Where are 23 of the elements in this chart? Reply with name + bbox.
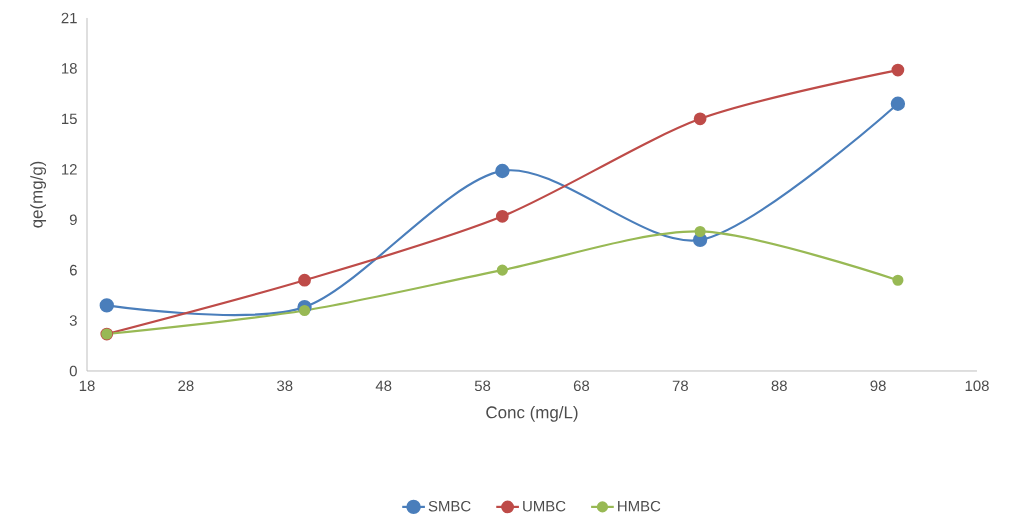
y-tick-label: 3: [69, 315, 77, 326]
legend-label: SMBC: [428, 500, 471, 512]
x-axis-title: Conc (mg/L): [486, 405, 578, 422]
x-tick-label: 18: [79, 380, 95, 392]
x-tick-label: 98: [870, 380, 886, 392]
x-tick-label: 28: [178, 380, 194, 392]
x-tick-label: 38: [277, 380, 293, 392]
y-tick-label: 9: [69, 214, 77, 225]
y-axis-title: qe(mg/g): [30, 161, 47, 228]
x-tick-label: 88: [771, 380, 787, 392]
y-tick-label: 15: [62, 113, 77, 125]
y-tick-label: 21: [61, 12, 77, 24]
x-tick-label: 78: [672, 380, 688, 392]
legend-label: HMBC: [618, 500, 661, 512]
y-tick-label: 18: [62, 63, 77, 74]
y-tick-label: 12: [62, 164, 77, 175]
x-tick-label: 58: [474, 380, 491, 392]
legend-label: UMBC: [523, 500, 566, 512]
y-tick-label: 0: [69, 365, 77, 377]
x-tick-label: 68: [573, 380, 590, 392]
x-tick-label: 48: [375, 380, 392, 392]
y-tick-label: 6: [69, 264, 77, 276]
x-tick-label: 108: [965, 380, 989, 392]
